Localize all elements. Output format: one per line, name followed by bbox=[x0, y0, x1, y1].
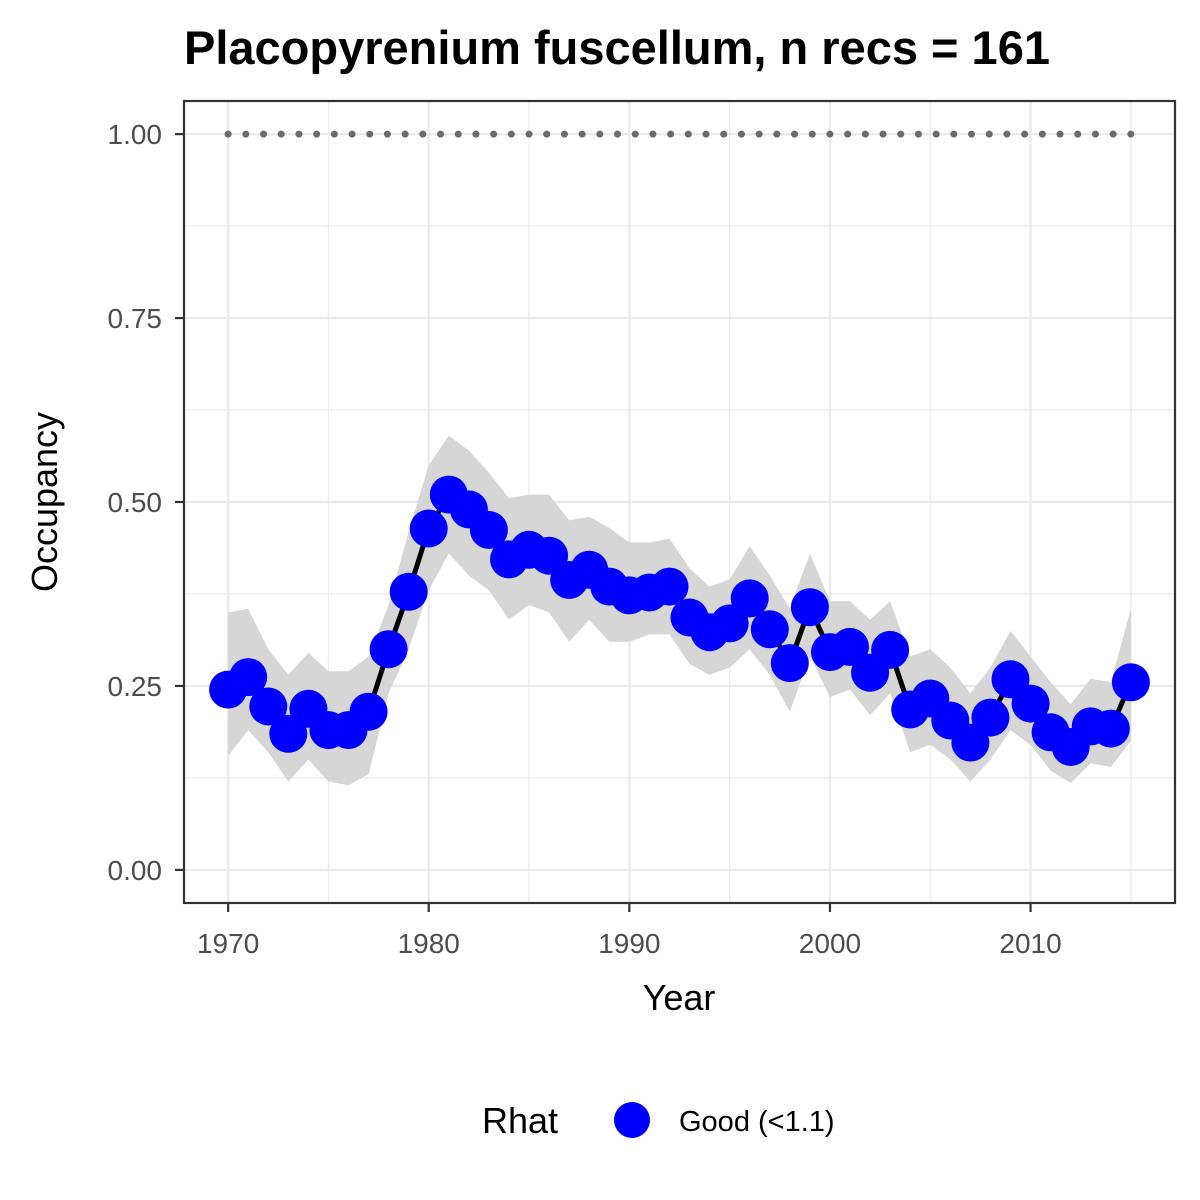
data-point bbox=[971, 698, 1010, 737]
legend-title: Rhat bbox=[482, 1100, 558, 1141]
x-tick-label: 1980 bbox=[398, 928, 460, 959]
x-tick-label: 1970 bbox=[197, 928, 259, 959]
x-tick-label: 2010 bbox=[999, 928, 1061, 959]
legend-label-good: Good (<1.1) bbox=[679, 1106, 835, 1138]
data-point bbox=[871, 630, 910, 669]
data-point bbox=[409, 509, 448, 548]
x-axis: 1970 1980 1990 2000 2010 bbox=[197, 903, 1062, 959]
y-tick-label: 0.75 bbox=[108, 303, 163, 334]
data-point bbox=[650, 567, 689, 606]
data-point bbox=[790, 588, 829, 627]
data-point bbox=[349, 692, 388, 731]
data-point bbox=[730, 579, 769, 618]
y-axis: 0.00 0.25 0.50 0.75 1.00 bbox=[108, 119, 184, 886]
data-point bbox=[369, 630, 408, 669]
data-point bbox=[831, 627, 869, 666]
y-tick-label: 0.50 bbox=[108, 487, 163, 518]
x-axis-title: Year bbox=[643, 977, 716, 1018]
data-point bbox=[249, 687, 288, 726]
y-tick-label: 0.00 bbox=[108, 855, 163, 886]
x-tick-label: 2000 bbox=[799, 928, 861, 959]
data-point bbox=[1111, 663, 1150, 702]
data-point bbox=[1011, 684, 1050, 723]
chart-title: Placopyrenium fuscellum, n recs = 161 bbox=[184, 21, 1050, 74]
y-tick-label: 1.00 bbox=[108, 119, 163, 150]
data-point bbox=[750, 610, 789, 649]
legend: Rhat Good (<1.1) bbox=[482, 1100, 835, 1141]
plot-panel bbox=[182, 99, 1177, 905]
data-point bbox=[229, 658, 268, 697]
data-point bbox=[770, 644, 809, 683]
legend-key-good bbox=[614, 1102, 650, 1138]
y-axis-title: Occupancy bbox=[24, 412, 65, 592]
y-tick-label: 0.25 bbox=[108, 671, 163, 702]
data-point bbox=[1091, 709, 1130, 748]
data-point bbox=[469, 511, 508, 549]
x-tick-label: 1990 bbox=[598, 928, 660, 959]
data-point bbox=[389, 572, 428, 611]
